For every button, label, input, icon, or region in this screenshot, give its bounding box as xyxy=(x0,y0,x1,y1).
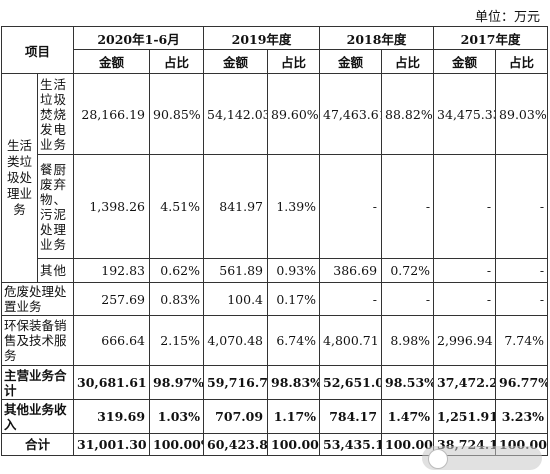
row-label: 危废处理处置业务 xyxy=(0,282,75,316)
cell-value: - xyxy=(433,258,497,283)
row-label: 生活垃圾焚烧发电业务 xyxy=(36,73,75,155)
cell-value: - xyxy=(495,258,549,283)
cell-value: 0.83% xyxy=(149,282,205,316)
cell-value: 4,800.71 xyxy=(319,315,383,366)
cell-value: 98.83% xyxy=(267,365,321,400)
cell-value: 7.74% xyxy=(495,315,549,366)
cell-value: 89.60% xyxy=(267,73,321,155)
header-amount: 金额 xyxy=(203,49,269,74)
row-label: 餐厨废弃物、污泥处理业务 xyxy=(36,154,75,259)
cell-value: 90.85% xyxy=(149,73,205,155)
cell-value: 784.17 xyxy=(319,399,383,434)
row-label: 其他 xyxy=(36,258,75,283)
header-period-2019: 2019年度 xyxy=(203,26,321,50)
cell-value: - xyxy=(381,154,435,259)
row-label: 合计 xyxy=(0,433,75,456)
cell-value: 98.53% xyxy=(381,365,435,400)
cell-value: - xyxy=(433,154,497,259)
cell-value: 54,142.03 xyxy=(203,73,269,155)
cell-value: 6.74% xyxy=(267,315,321,366)
cell-value: 100.00% xyxy=(267,433,321,456)
cell-value: 8.98% xyxy=(381,315,435,366)
header-amount: 金额 xyxy=(319,49,383,74)
cell-value: 0.17% xyxy=(267,282,321,316)
cell-value: 100.4 xyxy=(203,282,269,316)
header-item: 项目 xyxy=(0,26,75,74)
cell-value: - xyxy=(381,282,435,316)
cell-value: 37,472.27 xyxy=(433,365,497,400)
cell-value: 257.69 xyxy=(73,282,151,316)
cell-value: - xyxy=(495,154,549,259)
header-ratio: 占比 xyxy=(381,49,435,74)
table-row: 主营业务合计 30,681.61 98.97% 59,716.77 98.83%… xyxy=(0,365,549,400)
header-period-2018: 2018年度 xyxy=(319,26,435,50)
table-row: 生活类垃圾处理业务 生活垃圾焚烧发电业务 28,166.19 90.85% 54… xyxy=(1,73,549,283)
header-period-2020h1: 2020年1-6月 xyxy=(73,26,205,50)
cell-value: 89.03% xyxy=(495,73,549,155)
cell-value: 30,681.61 xyxy=(73,365,151,400)
revenue-table: 项目 2020年1-6月 2019年度 2018年度 2017年度 金额 占比 … xyxy=(0,26,549,456)
cell-value: 28,166.19 xyxy=(73,73,151,155)
cell-value: 707.09 xyxy=(203,399,269,434)
cell-value: 319.69 xyxy=(73,399,151,434)
cell-value: 96.77% xyxy=(495,365,549,400)
cell-value: 666.64 xyxy=(73,315,151,366)
table-row: 危废处理处置业务 257.69 0.83% 100.4 0.17% - - - … xyxy=(0,282,549,316)
header-ratio: 占比 xyxy=(149,49,205,74)
cell-value: 53,435.18 xyxy=(319,433,383,456)
cell-value: 47,463.61 xyxy=(319,73,383,155)
header-ratio: 占比 xyxy=(267,49,321,74)
cell-value: 34,475.33 xyxy=(433,73,497,155)
cell-value: 100.00% xyxy=(381,433,435,456)
cell-value: 59,716.77 xyxy=(203,365,269,400)
row-label: 环保装备销售及技术服务 xyxy=(0,315,75,366)
cell-value: 2.15% xyxy=(149,315,205,366)
cell-value: 88.82% xyxy=(381,73,435,155)
cell-value: 1.03% xyxy=(149,399,205,434)
cell-value: 0.62% xyxy=(149,258,205,283)
row-label: 其他业务收入 xyxy=(0,399,75,434)
cell-value: 98.97% xyxy=(149,365,205,400)
cell-value: 0.93% xyxy=(267,258,321,283)
cell-value: 2,996.94 xyxy=(433,315,497,366)
cell-value: 1.47% xyxy=(381,399,435,434)
unit-label: 单位：万元 xyxy=(474,10,540,25)
cell-value: 1.17% xyxy=(267,399,321,434)
watermark-logo-icon xyxy=(428,449,448,469)
cell-value: 1.39% xyxy=(267,154,321,259)
cell-value: 3.23% xyxy=(495,399,549,434)
header-amount: 金额 xyxy=(433,49,497,74)
cell-value: 1,398.26 xyxy=(73,154,151,259)
cell-value: - xyxy=(433,282,497,316)
cell-value: 60,423.86 xyxy=(203,433,269,456)
cell-value: 386.69 xyxy=(319,258,383,283)
cell-value: 0.72% xyxy=(381,258,435,283)
cell-value: 561.89 xyxy=(203,258,269,283)
row-label: 主营业务合计 xyxy=(0,365,75,400)
cell-value: 192.83 xyxy=(73,258,151,283)
table-row: 合计 31,001.30 100.00% 60,423.86 100.00% 5… xyxy=(0,433,549,456)
cell-value: 4,070.48 xyxy=(203,315,269,366)
table-row: 环保装备销售及技术服务 666.64 2.15% 4,070.48 6.74% … xyxy=(0,315,549,366)
cell-value: - xyxy=(319,154,383,259)
header-period-2017: 2017年度 xyxy=(433,26,549,50)
cell-value: 31,001.30 xyxy=(73,433,151,456)
table-row: 其他业务收入 319.69 1.03% 707.09 1.17% 784.17 … xyxy=(0,399,549,434)
cell-value: - xyxy=(495,282,549,316)
cell-value: 4.51% xyxy=(149,154,205,259)
watermark xyxy=(422,446,542,470)
header-amount: 金额 xyxy=(73,49,151,74)
cell-value: 100.00% xyxy=(149,433,205,456)
table-row: 其他 192.83 0.62% 561.89 0.93% 386.69 0.72… xyxy=(2,258,549,283)
cell-value: 52,651.01 xyxy=(319,365,383,400)
header-ratio: 占比 xyxy=(495,49,549,74)
cell-value: 841.97 xyxy=(203,154,269,259)
table-row: 餐厨废弃物、污泥处理业务 1,398.26 4.51% 841.97 1.39%… xyxy=(2,154,549,259)
cell-value: 1,251.91 xyxy=(433,399,497,434)
group-label-living-waste: 生活类垃圾处理业务 xyxy=(1,73,38,283)
cell-value: - xyxy=(319,282,383,316)
